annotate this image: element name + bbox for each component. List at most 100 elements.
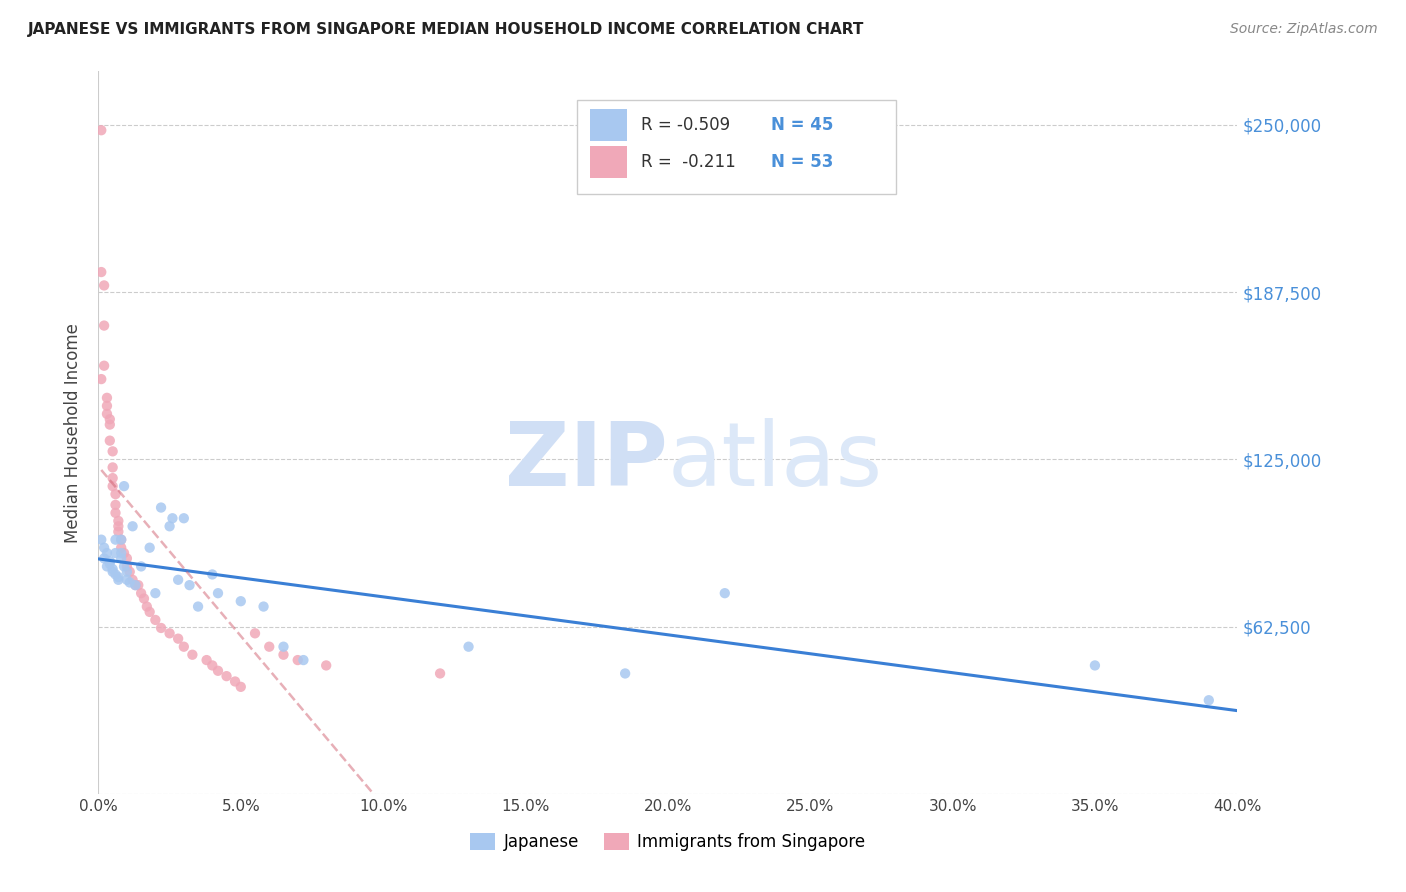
Point — [1198, 693, 1220, 707]
Point — [614, 666, 637, 681]
Point — [162, 511, 184, 525]
Text: atlas: atlas — [668, 418, 883, 505]
Point — [121, 573, 143, 587]
Point — [107, 519, 129, 533]
Point — [101, 460, 124, 475]
Point — [1084, 658, 1107, 673]
Point — [215, 669, 238, 683]
Bar — [591, 145, 627, 178]
Point — [96, 407, 118, 421]
Point — [207, 586, 229, 600]
Text: R = -0.509: R = -0.509 — [641, 116, 730, 134]
Point — [159, 519, 181, 533]
Point — [98, 412, 121, 426]
Point — [98, 554, 121, 568]
Point — [132, 591, 155, 606]
Point — [714, 586, 737, 600]
Point — [179, 578, 201, 592]
Legend: Japanese, Immigrants from Singapore: Japanese, Immigrants from Singapore — [464, 826, 872, 858]
Point — [90, 265, 112, 279]
Bar — [576, 100, 896, 194]
Point — [101, 444, 124, 458]
Point — [107, 573, 129, 587]
Point — [287, 653, 309, 667]
Point — [104, 533, 127, 547]
Point — [259, 640, 281, 654]
Point — [112, 479, 135, 493]
Point — [104, 506, 127, 520]
Point — [93, 541, 115, 555]
Point — [127, 578, 149, 592]
Point — [457, 640, 479, 654]
Point — [110, 541, 132, 555]
Point — [138, 541, 160, 555]
Point — [315, 658, 337, 673]
Point — [104, 487, 127, 501]
Text: R =  -0.211: R = -0.211 — [641, 153, 735, 171]
Point — [145, 613, 167, 627]
Point — [145, 586, 167, 600]
Point — [118, 565, 141, 579]
Point — [229, 680, 252, 694]
Point — [107, 570, 129, 584]
Point — [195, 653, 218, 667]
Point — [101, 565, 124, 579]
Point — [110, 533, 132, 547]
Point — [124, 578, 146, 592]
Point — [110, 546, 132, 560]
Point — [124, 578, 146, 592]
Point — [292, 653, 315, 667]
Point — [243, 626, 266, 640]
Point — [101, 471, 124, 485]
Point — [90, 533, 112, 547]
Point — [273, 640, 295, 654]
Point — [104, 546, 127, 560]
Y-axis label: Median Household Income: Median Household Income — [65, 323, 83, 542]
Point — [429, 666, 451, 681]
Text: N = 53: N = 53 — [772, 153, 834, 171]
Point — [159, 626, 181, 640]
Point — [150, 621, 173, 635]
Point — [93, 278, 115, 293]
Point — [107, 524, 129, 539]
Point — [110, 551, 132, 566]
Point — [98, 434, 121, 448]
Point — [187, 599, 209, 614]
Point — [96, 546, 118, 560]
Point — [115, 551, 138, 566]
Point — [110, 533, 132, 547]
Point — [150, 500, 173, 515]
Point — [181, 648, 204, 662]
Point — [129, 586, 152, 600]
Point — [173, 511, 195, 525]
Text: Source: ZipAtlas.com: Source: ZipAtlas.com — [1230, 22, 1378, 37]
Point — [167, 632, 190, 646]
Point — [167, 573, 190, 587]
Text: ZIP: ZIP — [505, 418, 668, 505]
Point — [93, 359, 115, 373]
Point — [252, 599, 274, 614]
Point — [112, 559, 135, 574]
Point — [118, 575, 141, 590]
Point — [98, 557, 121, 571]
Point — [201, 658, 224, 673]
Point — [224, 674, 246, 689]
Point — [96, 559, 118, 574]
Point — [96, 399, 118, 413]
Point — [229, 594, 252, 608]
Point — [96, 391, 118, 405]
Point — [112, 546, 135, 560]
Point — [90, 123, 112, 137]
Point — [104, 498, 127, 512]
Point — [135, 599, 157, 614]
Point — [90, 372, 112, 386]
Point — [101, 562, 124, 576]
Point — [115, 573, 138, 587]
Point — [93, 318, 115, 333]
Point — [273, 648, 295, 662]
Text: JAPANESE VS IMMIGRANTS FROM SINGAPORE MEDIAN HOUSEHOLD INCOME CORRELATION CHART: JAPANESE VS IMMIGRANTS FROM SINGAPORE ME… — [28, 22, 865, 37]
Point — [115, 559, 138, 574]
Point — [101, 479, 124, 493]
Point — [98, 417, 121, 432]
Point — [201, 567, 224, 582]
